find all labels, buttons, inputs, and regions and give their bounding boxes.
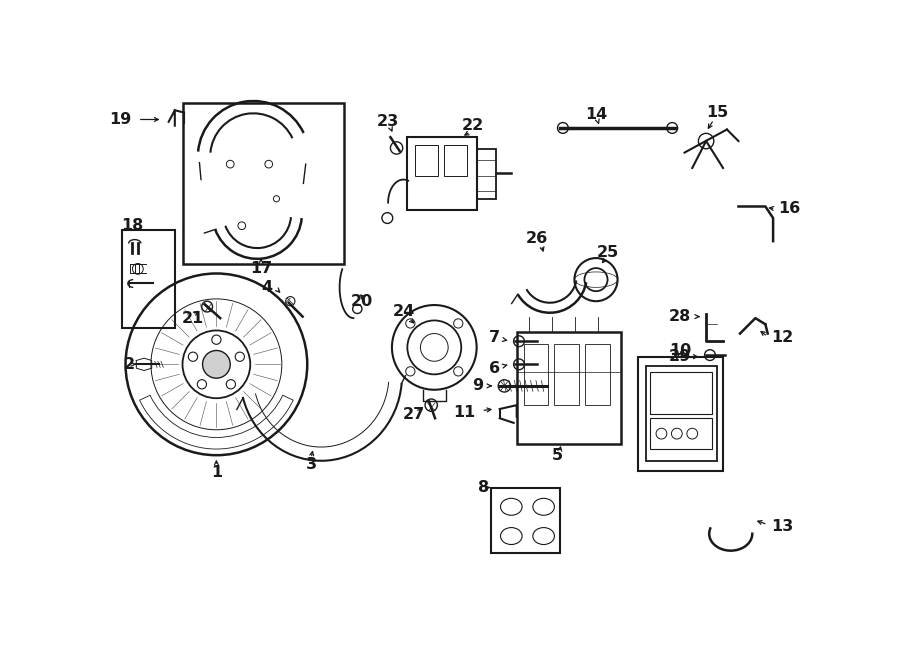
Bar [554,344,579,405]
Text: 23: 23 [377,115,400,129]
Bar [408,137,477,211]
Text: 24: 24 [393,305,416,320]
Text: 11: 11 [453,404,475,420]
Text: 5: 5 [552,448,563,463]
Bar [646,366,717,461]
Circle shape [202,350,230,378]
Bar [415,145,438,175]
Text: 8: 8 [478,480,489,495]
Text: 12: 12 [770,330,793,345]
Text: 19: 19 [110,112,131,127]
Bar [524,344,548,405]
Text: 18: 18 [121,218,143,233]
Circle shape [197,379,206,389]
Bar [122,230,175,328]
Circle shape [188,352,198,361]
Circle shape [212,335,221,344]
Text: 28: 28 [669,309,690,324]
Text: 13: 13 [770,518,793,534]
Text: 9: 9 [472,379,482,393]
Text: 7: 7 [489,330,500,345]
Circle shape [406,319,415,328]
Text: 22: 22 [462,118,484,133]
Text: 3: 3 [305,457,317,472]
Text: 6: 6 [489,361,500,376]
Text: 25: 25 [597,245,618,260]
Text: 16: 16 [778,201,801,216]
Circle shape [454,319,463,328]
Bar [491,487,560,553]
Text: 2: 2 [124,357,135,372]
Text: 14: 14 [585,107,608,122]
Bar [183,103,344,264]
Text: 15: 15 [706,105,728,120]
Bar [650,372,712,414]
Circle shape [454,367,463,376]
Bar [445,145,467,175]
Text: 21: 21 [182,310,204,326]
Text: 4: 4 [262,280,273,295]
Text: 1: 1 [211,465,222,480]
Text: 29: 29 [669,349,690,364]
Bar [585,344,610,405]
Text: 20: 20 [350,294,373,308]
Circle shape [226,379,236,389]
Text: 27: 27 [402,407,425,422]
Text: 26: 26 [526,231,548,246]
Circle shape [406,367,415,376]
Bar [638,357,723,471]
Text: 17: 17 [250,261,272,275]
Bar [650,418,712,449]
Circle shape [235,352,245,361]
Bar [477,149,496,199]
Bar [518,332,621,444]
Text: 10: 10 [670,343,692,358]
